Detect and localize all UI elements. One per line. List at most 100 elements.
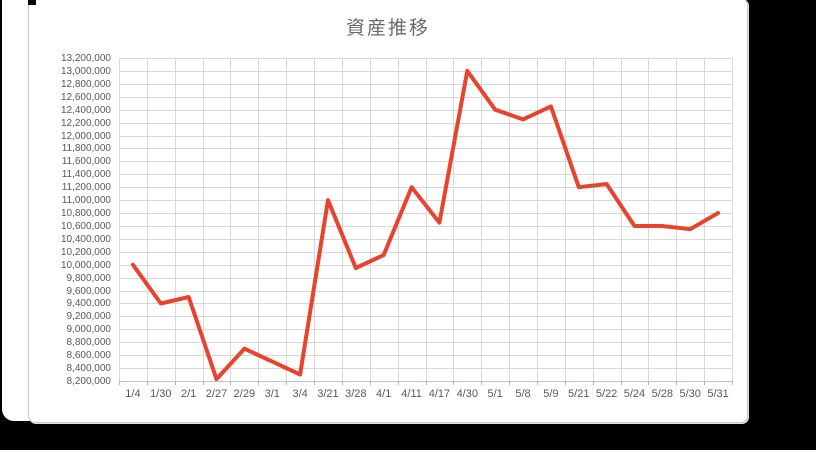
x-tick-mark	[537, 381, 538, 385]
x-tick-label: 5/24	[623, 388, 646, 400]
x-tick-label: 3/1	[264, 388, 280, 400]
x-tick-mark	[676, 381, 677, 385]
x-gridline	[509, 58, 510, 381]
y-gridline	[119, 148, 732, 149]
x-tick-mark	[509, 381, 510, 385]
x-tick-mark	[732, 381, 733, 385]
plot-area	[119, 58, 733, 385]
y-gridline	[119, 213, 732, 214]
y-gridline	[119, 174, 732, 175]
y-tick-label: 12,000,000	[60, 130, 111, 142]
x-tick-mark	[565, 381, 566, 385]
x-tick-label: 1/4	[125, 388, 141, 400]
y-gridline	[119, 136, 732, 137]
x-tick-label: 5/8	[515, 388, 531, 400]
y-tick-label: 11,000,000	[61, 195, 111, 207]
y-tick-label: 10,000,000	[60, 259, 111, 271]
x-tick-mark	[426, 381, 427, 385]
y-tick-label: 10,600,000	[60, 220, 111, 232]
x-tick-label: 1/30	[150, 388, 172, 400]
x-gridline	[565, 58, 566, 381]
y-tick-label: 12,800,000	[60, 78, 111, 90]
chart-title: 資産推移	[345, 18, 430, 39]
y-gridline	[119, 58, 732, 59]
x-tick-mark	[342, 381, 343, 385]
y-tick-label: 9,800,000	[66, 272, 112, 284]
x-tick-mark	[481, 381, 482, 385]
x-gridline	[426, 58, 427, 381]
x-gridline	[286, 58, 287, 381]
x-tick-label: 5/22	[595, 388, 618, 400]
y-gridline	[119, 329, 732, 330]
x-gridline	[342, 58, 343, 381]
x-gridline	[258, 58, 259, 381]
x-tick-label: 2/1	[181, 388, 197, 400]
y-tick-label: 12,400,000	[60, 104, 111, 116]
x-tick-mark	[286, 381, 287, 385]
y-tick-label: 12,200,000	[60, 117, 111, 129]
x-tick-mark	[593, 381, 594, 385]
x-tick-mark	[453, 381, 454, 385]
x-tick-label: 3/4	[292, 388, 308, 400]
x-gridline	[314, 58, 315, 381]
x-tick-mark	[398, 381, 399, 385]
y-gridline	[119, 368, 732, 369]
x-gridline	[648, 58, 649, 381]
y-gridline	[119, 355, 732, 356]
y-gridline	[119, 84, 732, 85]
asset-line-series	[130, 68, 721, 382]
x-tick-label: 5/21	[568, 388, 590, 400]
y-tick-label: 8,200,000	[66, 376, 112, 387]
x-tick-label: 5/31	[707, 388, 729, 400]
x-gridline	[175, 58, 176, 381]
x-tick-mark	[119, 381, 120, 385]
corner-marker	[28, 0, 36, 5]
y-tick-label: 12,600,000	[60, 91, 111, 103]
x-tick-mark	[648, 381, 649, 385]
y-tick-label: 11,600,000	[61, 156, 111, 168]
x-tick-mark	[704, 381, 705, 385]
x-tick-label: 2/29	[233, 388, 256, 400]
x-tick-mark	[230, 381, 231, 385]
x-tick-label: 3/28	[345, 388, 367, 400]
y-gridline	[119, 161, 732, 162]
y-tick-label: 9,600,000	[66, 285, 112, 297]
y-gridline	[119, 265, 732, 266]
y-gridline	[119, 252, 732, 253]
y-tick-label: 8,600,000	[66, 350, 112, 362]
y-gridline	[119, 342, 732, 343]
x-gridline	[203, 58, 204, 381]
y-gridline	[119, 316, 732, 317]
y-tick-label: 8,800,000	[66, 337, 112, 349]
x-tick-mark	[258, 381, 259, 385]
x-gridline	[676, 58, 677, 381]
x-tick-label: 4/30	[456, 388, 478, 400]
y-gridline	[119, 291, 732, 292]
line-series-path	[130, 68, 721, 382]
y-tick-label: 10,400,000	[60, 233, 111, 245]
x-tick-label: 5/30	[679, 388, 701, 400]
y-gridline	[119, 97, 732, 98]
x-tick-label: 4/1	[376, 388, 392, 400]
y-tick-label: 9,400,000	[66, 298, 112, 310]
x-tick-label: 5/1	[487, 388, 503, 400]
y-gridline	[119, 123, 732, 124]
x-gridline	[370, 58, 371, 381]
y-gridline	[119, 187, 732, 188]
x-tick-mark	[147, 381, 148, 385]
x-tick-label: 4/17	[428, 388, 451, 400]
y-gridline	[119, 110, 732, 111]
x-gridline	[593, 58, 594, 381]
y-tick-label: 11,400,000	[61, 169, 111, 181]
x-tick-mark	[203, 381, 204, 385]
y-tick-label: 8,400,000	[66, 363, 112, 375]
x-gridline	[481, 58, 482, 381]
y-gridline	[119, 71, 732, 72]
x-gridline	[732, 58, 733, 381]
x-tick-mark	[175, 381, 176, 385]
y-gridline	[119, 226, 732, 227]
y-tick-label: 9,200,000	[66, 311, 112, 323]
x-axis-line	[119, 381, 732, 382]
x-tick-mark	[370, 381, 371, 385]
